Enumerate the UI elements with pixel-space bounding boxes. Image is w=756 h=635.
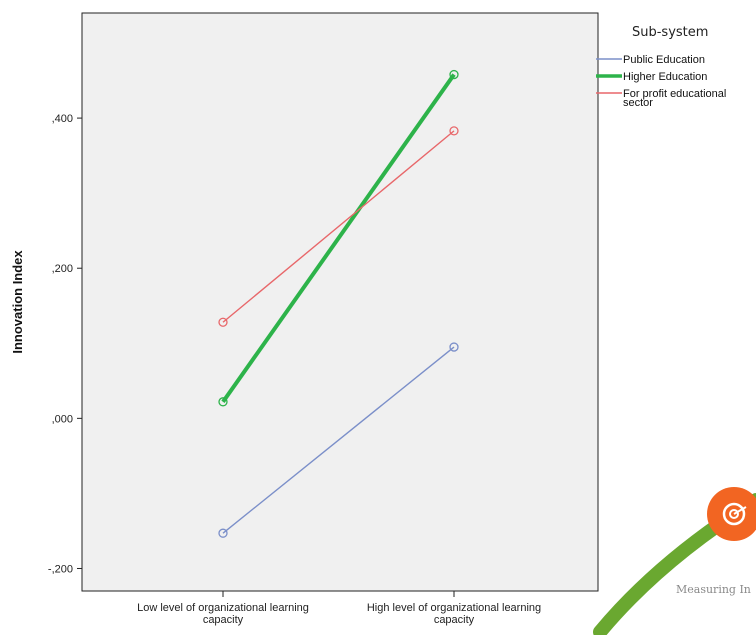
series-higher-education (218, 69, 459, 407)
legend-label: Higher Education (623, 71, 707, 83)
watermark-badge (707, 487, 756, 541)
target-icon (722, 502, 747, 526)
y-axis-title: Innovation Index (10, 250, 25, 354)
series-for-profit-educational-sector (218, 126, 459, 327)
legend-label: Public Education (623, 54, 705, 66)
y-tick-label: ,400 (52, 113, 73, 125)
y-axis: -,200 ,000 ,200 ,400 (48, 113, 82, 575)
legend: Sub-system Public Education Higher Educat… (596, 25, 726, 109)
series-public-education (218, 342, 459, 538)
y-tick-label: ,000 (52, 413, 73, 425)
data-point (218, 397, 228, 407)
legend-title: Sub-system (632, 25, 708, 40)
y-tick-label: -,200 (48, 563, 73, 575)
series-line (222, 130, 455, 323)
y-tick-label: ,200 (52, 263, 73, 275)
series-line (222, 346, 455, 534)
watermark: Measuring In (593, 487, 756, 635)
data-point (218, 528, 228, 538)
data-point (449, 342, 459, 352)
data-point (218, 317, 228, 327)
data-point (449, 126, 459, 136)
series-line (221, 73, 456, 403)
x-axis: Low level of organizational learning capa… (137, 591, 541, 626)
plot-area (81, 12, 599, 592)
watermark-text: Measuring In (676, 583, 751, 596)
x-tick-label: Low level of organizational learning capa… (137, 602, 309, 626)
legend-label: For profit educational sector (623, 88, 726, 109)
series-layer (218, 69, 459, 538)
data-point (449, 69, 459, 80)
x-tick-label: High level of organizational learning cap… (367, 602, 541, 626)
